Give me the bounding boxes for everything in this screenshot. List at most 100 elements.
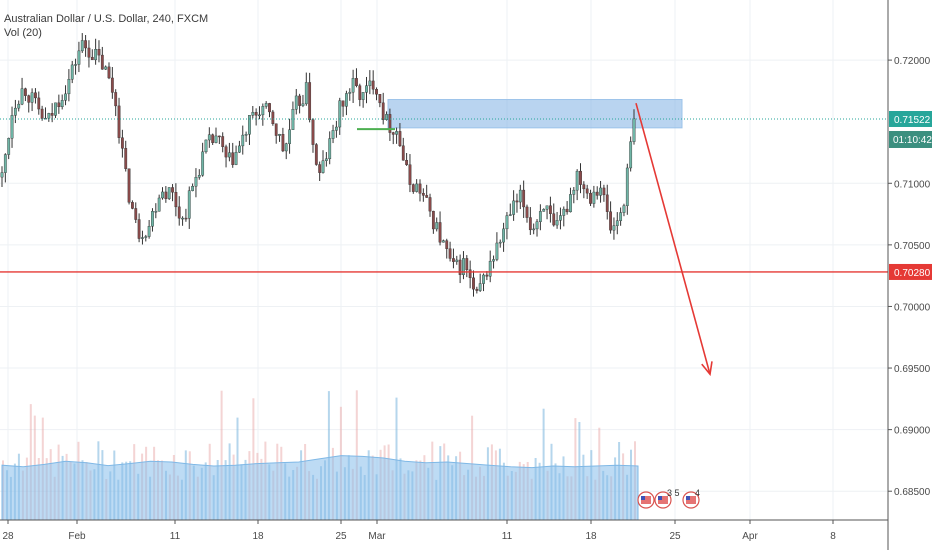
time-tick-label: 25 <box>335 531 347 542</box>
price-axis: 0.72000 0.71000 0.70500 0.70000 0.69500 0.690… <box>887 0 932 550</box>
candle-body <box>24 88 27 96</box>
time-tick-label: 11 <box>170 531 181 542</box>
candle <box>545 205 549 220</box>
candle <box>622 203 626 217</box>
candle <box>475 286 479 294</box>
time-tick-label: 8 <box>830 531 836 542</box>
candle <box>141 230 144 245</box>
candle <box>127 168 131 205</box>
candle <box>498 239 502 248</box>
candle-body <box>522 189 526 208</box>
candle-body <box>70 64 74 80</box>
candle-body <box>398 131 402 147</box>
us-flag-icon <box>641 496 651 504</box>
candle-body <box>385 114 388 120</box>
candle-body <box>234 152 238 165</box>
candle <box>465 255 469 278</box>
candle <box>288 118 291 154</box>
candle-body <box>197 175 201 178</box>
candle <box>234 145 238 166</box>
candle-body <box>462 258 465 275</box>
candle <box>468 260 472 289</box>
volume-bar <box>542 408 545 520</box>
candle-body <box>585 188 589 194</box>
candle <box>67 69 71 102</box>
candle-body <box>87 47 91 58</box>
candle <box>405 152 409 166</box>
flag-count-label: 3 5 <box>667 488 680 498</box>
candle <box>415 179 419 193</box>
volume-bar <box>327 391 330 520</box>
candle-body <box>595 191 599 196</box>
candle-body <box>154 210 158 213</box>
candle-body <box>64 93 67 101</box>
candle-body <box>204 139 208 153</box>
candle-body <box>278 133 281 136</box>
candle-body <box>525 206 529 218</box>
candle-body <box>388 114 392 133</box>
candle-body <box>181 217 184 220</box>
candle <box>57 94 61 114</box>
us-flag-canton <box>686 496 690 500</box>
candle <box>231 142 235 168</box>
candle <box>435 217 439 232</box>
candle-body <box>217 135 221 138</box>
candle-body <box>147 226 151 237</box>
candle-body <box>298 95 302 106</box>
candle <box>204 139 208 154</box>
candle <box>207 127 211 148</box>
candle <box>462 251 465 280</box>
economic-event-flag: 3 5 <box>654 488 680 509</box>
candle-body <box>224 146 228 158</box>
candle <box>592 185 596 208</box>
volume-indicator-label[interactable]: Vol (20) <box>4 27 42 39</box>
candle-body <box>375 89 378 95</box>
candle-body <box>415 183 419 192</box>
time-tick-label: 25 <box>669 531 681 542</box>
candle-body <box>625 167 629 206</box>
price-tick-label: 0.70000 <box>894 302 931 313</box>
candle <box>194 168 198 198</box>
candle-body <box>254 112 258 116</box>
candle <box>565 201 569 215</box>
candle-body <box>355 78 358 86</box>
candle <box>298 93 302 114</box>
candle-body <box>74 64 77 66</box>
candle-body <box>80 40 84 52</box>
symbol-title[interactable]: Australian Dollar / U.S. Dollar, 240, FX… <box>4 13 209 25</box>
candle-body <box>468 269 472 279</box>
candle <box>518 184 522 210</box>
candle-body <box>408 164 412 185</box>
candle <box>201 142 205 177</box>
candle <box>7 137 11 160</box>
candle-body <box>131 202 134 209</box>
candle <box>458 254 462 284</box>
candle <box>334 120 338 138</box>
candle <box>378 94 382 108</box>
candle <box>381 92 385 125</box>
support-level-badge <box>889 263 932 280</box>
candle-body <box>458 259 462 275</box>
us-flag-icon <box>658 496 668 504</box>
candle <box>535 219 539 237</box>
flag-count-label: 4 <box>695 488 700 498</box>
candle <box>0 166 4 187</box>
candle-body <box>104 66 108 70</box>
candle-body <box>492 259 495 262</box>
candle <box>187 186 191 229</box>
candle <box>418 179 422 202</box>
candle-body <box>438 222 442 243</box>
candle-body <box>482 274 485 284</box>
candle <box>197 169 201 180</box>
candle <box>261 103 265 126</box>
candle <box>619 207 623 226</box>
candle <box>164 186 168 203</box>
candle <box>214 127 218 144</box>
candle <box>241 125 245 155</box>
candle <box>268 102 271 118</box>
candle-body <box>174 192 178 208</box>
volume-bar <box>220 390 223 520</box>
candle <box>224 144 228 168</box>
